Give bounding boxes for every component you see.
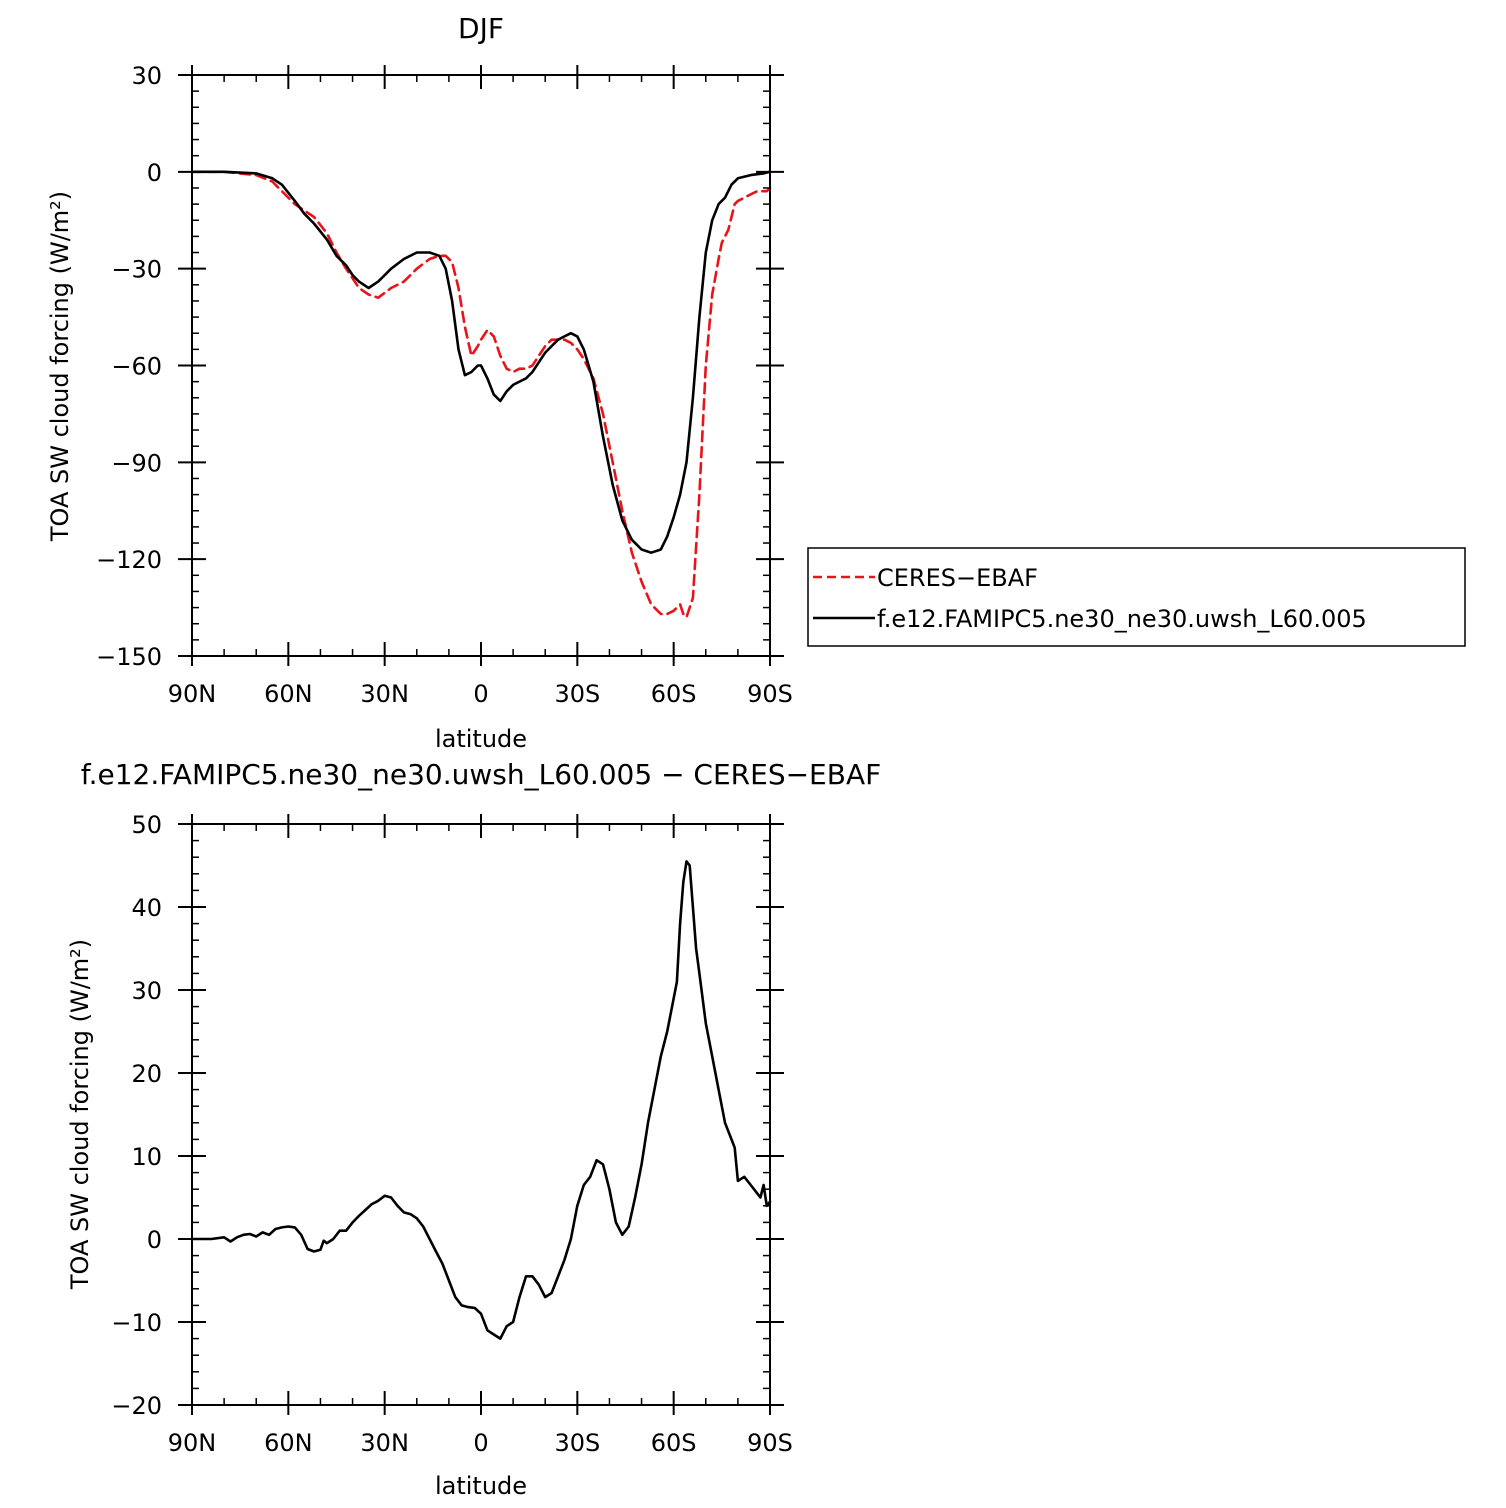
top-chart-panel: DJF 90N 60N 30N 0 30S 60S 90S 30 0 −30 −60 −90 −120 −… [46,12,793,753]
x-tick-label: 0 [473,1429,488,1457]
legend-label-model: f.e12.FAMIPC5.ne30_ne30.uwsh_L60.005 [877,605,1367,633]
series-line-f-e12-famipc5-ne30-ne30-uwsh-l60-005 [190,170,772,555]
x-tick-label: 0 [473,680,488,708]
y-tick-label: 0 [147,1226,162,1254]
y-tick-label: −60 [111,353,162,381]
x-tick-label: 90N [168,680,217,708]
x-tick-label: 30S [554,680,600,708]
y-tick-label: −30 [111,256,162,284]
y-tick-label: −90 [111,449,162,477]
x-tick-label: 60N [264,680,313,708]
x-tick-label: 90S [747,1429,793,1457]
y-tick-label: 20 [131,1060,162,1088]
bottom-plot-frame [191,823,771,1406]
x-tick-label: 30S [554,1429,600,1457]
y-tick-label: 50 [131,811,162,839]
top-y-axis-label: TOA SW cloud forcing (W/m²) [46,191,74,542]
x-tick-label: 60S [651,1429,697,1457]
x-tick-label: 90S [747,680,793,708]
series-line-ceres-ebaf [190,170,772,619]
series-line-diff-0 [190,860,772,1340]
y-tick-label: 0 [147,159,162,187]
y-tick-label: 40 [131,894,162,922]
bottom-y-axis-label: TOA SW cloud forcing (W/m²) [66,939,94,1290]
bottom-x-axis-label: latitude [435,1472,527,1500]
y-tick-label: −10 [111,1309,162,1337]
y-tick-label: −120 [96,546,162,574]
y-tick-label: 30 [131,977,162,1005]
y-tick-label: −150 [96,643,162,671]
x-tick-label: 30N [360,680,409,708]
bottom-chart-title: f.e12.FAMIPC5.ne30_ne30.uwsh_L60.005 − C… [81,758,881,791]
bottom-chart-panel: f.e12.FAMIPC5.ne30_ne30.uwsh_L60.005 − C… [66,758,881,1500]
legend-box [807,547,1466,647]
y-tick-label: −20 [111,1392,162,1420]
y-tick-label: 30 [131,62,162,90]
top-x-axis-label: latitude [435,725,527,753]
y-tick-label: 10 [131,1143,162,1171]
legend-label-ceres-ebaf: CERES−EBAF [877,564,1038,592]
x-tick-label: 30N [360,1429,409,1457]
legend: CERES−EBAF f.e12.FAMIPC5.ne30_ne30.uwsh_… [807,547,1466,647]
x-tick-label: 60S [651,680,697,708]
x-tick-label: 90N [168,1429,217,1457]
x-tick-label: 60N [264,1429,313,1457]
top-chart-title: DJF [458,12,504,45]
